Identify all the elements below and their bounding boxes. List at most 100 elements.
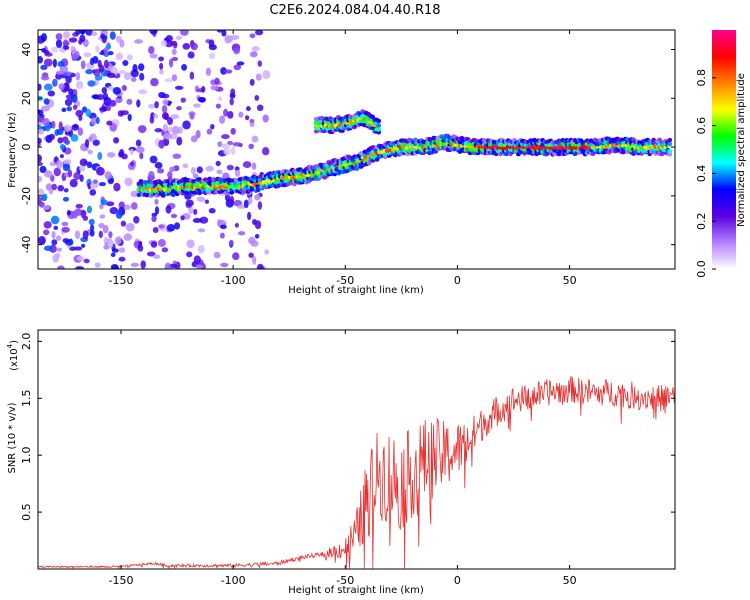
spectrogram-noise-cell xyxy=(189,113,195,120)
spectrogram-noise-cell xyxy=(180,215,185,221)
spectrogram-noise-cell xyxy=(159,62,164,70)
spectrogram-noise-cell xyxy=(113,137,120,144)
spectrogram-noise-cell xyxy=(201,86,206,93)
spectrogram-noise-cell xyxy=(71,124,80,131)
y-tick-label: 0.5 xyxy=(20,503,33,521)
spectrogram-noise-cell xyxy=(168,126,173,133)
spectrogram-noise-cell xyxy=(223,69,233,74)
spectrogram-noise-cell xyxy=(64,83,70,92)
colorbar-tick-label: 0.8 xyxy=(695,69,708,87)
spectrogram-frame xyxy=(37,29,676,270)
spectrogram-noise-cell xyxy=(182,163,189,169)
spectrogram-noise-cell xyxy=(189,71,195,80)
spectrogram-noise-cell xyxy=(42,205,51,211)
x-tick-label: -50 xyxy=(336,574,354,587)
spectrogram-noise-cell xyxy=(51,183,57,191)
spectrogram-noise-cell xyxy=(88,218,95,226)
spectrogram-noise-cell xyxy=(224,34,234,44)
spectrogram-noise-cell xyxy=(152,254,161,259)
spectrogram-noise-cell xyxy=(160,40,168,47)
y-tick-label: -20 xyxy=(20,187,33,205)
spectrogram-noise-cell xyxy=(230,127,236,135)
spectrogram-ridge-cell xyxy=(667,141,673,147)
spectrogram-noise-cell xyxy=(254,30,264,36)
spectrogram-ridge-cell xyxy=(667,152,673,157)
spectrogram-noise-cell xyxy=(51,231,56,239)
spectrogram-noise-cell xyxy=(230,88,236,97)
spectrogram-noise-cell xyxy=(115,52,124,61)
spectrogram-noise-cell xyxy=(40,105,50,112)
spectrogram-noise-cell xyxy=(154,198,159,205)
spectrogram-noise-cell xyxy=(80,60,86,70)
spectrogram-noise-cell xyxy=(59,143,65,150)
spectrogram-noise-cell xyxy=(158,56,165,62)
spectrogram-noise-cell xyxy=(115,211,123,219)
spectrogram-noise-cell xyxy=(97,151,103,161)
spectrogram-noise-cell xyxy=(38,188,45,197)
spectrogram-noise-cell xyxy=(223,108,229,117)
spectrogram-noise-cell xyxy=(161,112,169,120)
spectrogram-noise-cell xyxy=(190,42,198,51)
spectrogram-noise-cell xyxy=(86,161,93,169)
spectrogram-noise-cell xyxy=(172,153,182,159)
spectrogram-noise-cell xyxy=(257,60,263,67)
spectrogram-noise-cell xyxy=(171,48,177,56)
spectrogram-noise-cell xyxy=(249,33,256,39)
spectrogram-noise-cell xyxy=(167,116,173,126)
spectrogram-noise-cell xyxy=(146,251,156,257)
spectrogram-noise-cell xyxy=(40,64,48,71)
spectrogram-noise-cell xyxy=(123,233,133,241)
spectrogram-noise-cell xyxy=(244,115,250,121)
x-tick-label: 50 xyxy=(563,274,577,287)
spectrogram-noise-cell xyxy=(75,30,81,36)
spectrogram-noise-cell xyxy=(176,136,183,146)
x-tick-label: -100 xyxy=(221,574,246,587)
spectrogram-noise-cell xyxy=(148,170,155,180)
spectrogram-noise-cell xyxy=(59,154,64,159)
spectrogram-noise-cell xyxy=(208,39,215,48)
chart-title: C2E6.2024.084.04.40.R18 xyxy=(269,3,440,18)
spectrogram-noise-cell xyxy=(43,58,53,67)
spectrogram-noise-cell xyxy=(57,61,65,68)
spectrogram-noise-cell xyxy=(80,209,87,219)
spectrogram-noise-cell xyxy=(106,120,113,126)
spectrogram-noise-cell xyxy=(228,239,234,246)
spectrogram-noise-cell xyxy=(130,76,137,83)
spectrogram-noise-cell xyxy=(219,232,225,239)
spectrogram-noise-cell xyxy=(84,139,90,148)
spectrogram-noise-cell xyxy=(75,72,81,81)
spectrogram-noise-cell xyxy=(97,59,102,68)
spectrogram-noise-cell xyxy=(94,262,101,268)
spectrogram-noise-cell xyxy=(162,123,169,133)
spectrogram-noise-cell xyxy=(108,231,113,239)
spectrogram-noise-cell xyxy=(193,255,201,264)
spectrogram-noise-cell xyxy=(247,211,252,221)
y-tick-label: 1.5 xyxy=(20,390,33,408)
y-tick-label: 20 xyxy=(20,91,33,105)
spectrogram-noise-cell xyxy=(171,56,179,62)
spectrogram-noise-cell xyxy=(53,79,58,85)
spectrogram-noise-cell xyxy=(63,159,72,165)
spectrogram-noise-cell xyxy=(199,216,209,224)
spectrogram-noise-cell xyxy=(221,143,231,149)
spectrogram-noise-cell xyxy=(91,31,98,37)
spectrogram-noise-cell xyxy=(257,201,263,210)
spectrogram-noise-cell xyxy=(100,33,106,39)
spectrogram-noise-cell xyxy=(103,59,109,69)
spectrogram-noise-cell xyxy=(237,231,246,236)
spectrogram-noise-cell xyxy=(83,258,90,264)
spectrogram-noise-cell xyxy=(138,63,145,71)
snr-plot-area xyxy=(38,330,675,569)
spectrogram-noise-cell xyxy=(264,249,270,255)
spectrogram-noise-cell xyxy=(252,256,257,265)
spectrogram-noise-cell xyxy=(169,166,176,173)
spectrogram-noise-cell xyxy=(124,177,134,187)
spectrogram-noise-cell xyxy=(92,179,99,184)
spectrogram-noise-cell xyxy=(51,120,56,129)
spectrogram-noise-cell xyxy=(148,45,155,55)
spectrogram-noise-cell xyxy=(50,215,60,225)
spectrogram-noise-cell xyxy=(137,125,147,134)
spectrogram-noise-cell xyxy=(49,161,57,167)
spectrogram-noise-cell xyxy=(109,123,118,132)
spectrogram-noise-cell xyxy=(107,72,116,79)
